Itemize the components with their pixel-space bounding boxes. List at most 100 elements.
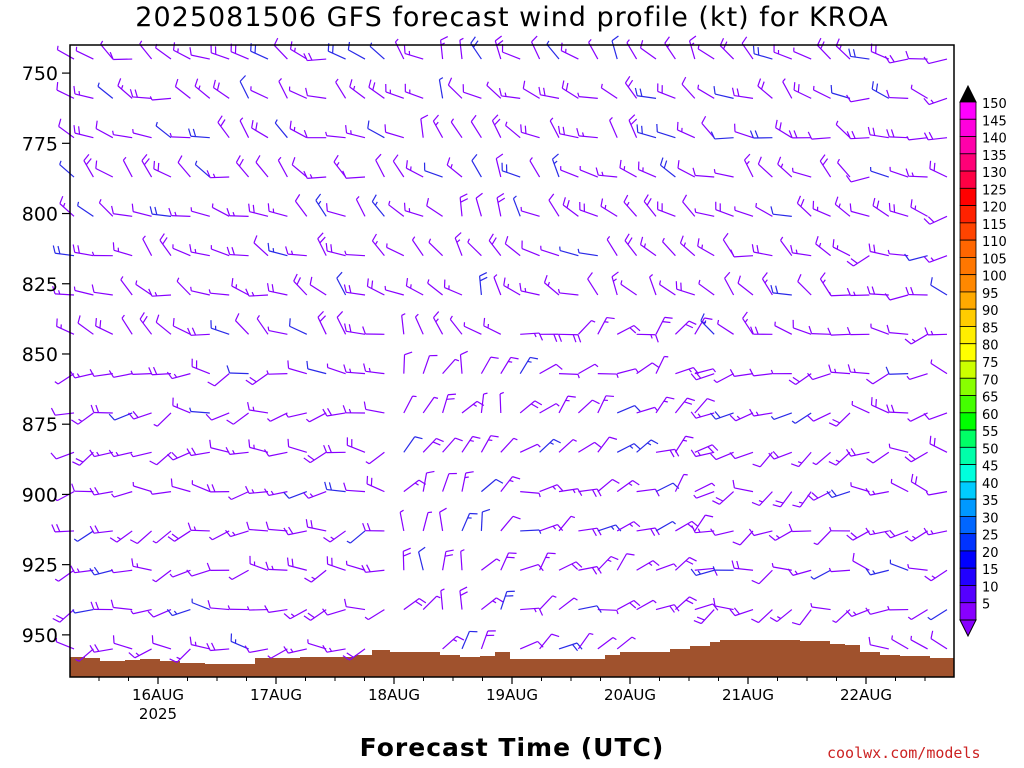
wind-barb bbox=[734, 206, 754, 217]
wind-barb bbox=[172, 317, 191, 335]
barb-shaft bbox=[135, 283, 152, 296]
barb-flag bbox=[349, 79, 353, 88]
y-tick-label: 825 bbox=[22, 274, 58, 296]
barb-flag bbox=[445, 549, 454, 553]
barb-shaft bbox=[521, 248, 540, 257]
barb-flag bbox=[168, 207, 172, 216]
barb-shaft bbox=[694, 398, 708, 414]
barb-shaft bbox=[93, 648, 113, 653]
barb-shaft bbox=[519, 400, 536, 414]
barb-flag bbox=[557, 288, 561, 294]
barb-shaft bbox=[761, 278, 773, 296]
colorbar-label: 135 bbox=[982, 149, 1007, 164]
barb-flag bbox=[486, 81, 489, 86]
wind-barb bbox=[519, 282, 540, 296]
credit-link[interactable]: coolwx.com/models bbox=[827, 744, 981, 762]
barb-flag bbox=[845, 449, 852, 457]
wind-barb bbox=[697, 44, 715, 60]
y-tick-label: 800 bbox=[22, 204, 58, 226]
barb-shaft bbox=[315, 200, 327, 217]
barb-shaft bbox=[617, 368, 636, 375]
wind-barb bbox=[623, 194, 638, 217]
barb-flag bbox=[788, 130, 793, 139]
barb-flag bbox=[303, 53, 308, 61]
barb-flag bbox=[50, 407, 56, 416]
barb-shaft bbox=[579, 209, 599, 217]
barb-shaft bbox=[649, 276, 657, 296]
wind-barb bbox=[267, 326, 288, 335]
wind-barb bbox=[755, 202, 773, 217]
barb-flag bbox=[626, 553, 635, 556]
barb-flag bbox=[152, 579, 157, 583]
wind-barb bbox=[166, 371, 191, 380]
wind-barb bbox=[791, 609, 812, 626]
barb-flag bbox=[697, 238, 700, 247]
barb-shaft bbox=[403, 597, 420, 611]
barb-flag bbox=[635, 368, 639, 373]
barb-shaft bbox=[890, 530, 909, 539]
barb-shaft bbox=[346, 489, 366, 493]
barb-flag bbox=[911, 172, 914, 177]
barb-shaft bbox=[289, 325, 308, 335]
barb-shaft bbox=[724, 277, 735, 296]
x-tick-label: 16AUG bbox=[132, 686, 184, 704]
barb-flag bbox=[687, 397, 696, 402]
wind-barb bbox=[91, 251, 113, 257]
barb-shaft bbox=[694, 317, 706, 335]
wind-barb bbox=[636, 488, 660, 497]
barb-shaft bbox=[176, 648, 191, 663]
wind-barb bbox=[422, 511, 433, 532]
barb-shaft bbox=[77, 412, 94, 425]
barb-shaft bbox=[77, 530, 94, 542]
barb-shaft bbox=[349, 530, 366, 544]
barb-shaft bbox=[700, 320, 715, 335]
barb-flag bbox=[834, 368, 837, 373]
barb-shaft bbox=[55, 412, 75, 416]
wind-barb bbox=[480, 356, 499, 374]
wind-barb bbox=[53, 491, 75, 502]
barb-flag bbox=[120, 276, 124, 281]
barb-shaft bbox=[694, 603, 714, 611]
wind-barb bbox=[479, 272, 488, 296]
wind-barb bbox=[890, 478, 909, 493]
barb-flag bbox=[130, 453, 134, 458]
wind-barb bbox=[828, 291, 851, 297]
barb-shaft bbox=[811, 606, 831, 611]
wind-barb bbox=[780, 236, 793, 257]
barb-shaft bbox=[794, 412, 812, 424]
barb-flag bbox=[538, 529, 542, 534]
barb-shaft bbox=[831, 569, 851, 573]
barb-flag bbox=[634, 405, 641, 412]
colorbar-swatch bbox=[959, 101, 977, 120]
barb-flag bbox=[264, 605, 270, 613]
barb-shaft bbox=[870, 530, 889, 536]
barb-flag bbox=[627, 79, 634, 88]
barb-flag bbox=[249, 376, 257, 383]
barb-flag bbox=[492, 114, 499, 122]
wind-barb bbox=[578, 488, 602, 498]
barb-shaft bbox=[891, 638, 909, 650]
barb-flag bbox=[293, 273, 298, 282]
barb-shaft bbox=[432, 120, 444, 138]
barb-shaft bbox=[694, 567, 714, 571]
wind-barb bbox=[694, 398, 715, 414]
barb-shaft bbox=[191, 602, 211, 611]
wind-barb bbox=[924, 569, 948, 582]
wind-barb bbox=[155, 121, 172, 139]
wind-barb bbox=[910, 84, 928, 99]
wind-barb bbox=[401, 313, 406, 335]
barb-flag bbox=[375, 153, 382, 161]
wind-barb bbox=[306, 360, 327, 375]
barb-flag bbox=[649, 274, 654, 278]
barb-shaft bbox=[695, 211, 715, 217]
barb-shaft bbox=[655, 563, 675, 571]
barb-flag bbox=[616, 373, 619, 379]
barb-shaft bbox=[250, 89, 269, 99]
wind-barb bbox=[122, 156, 133, 178]
barb-flag bbox=[293, 47, 296, 52]
wind-barb bbox=[363, 363, 385, 375]
wind-barb bbox=[108, 370, 133, 378]
wind-barb bbox=[835, 38, 851, 60]
wind-barb bbox=[155, 314, 172, 335]
barb-flag bbox=[265, 561, 269, 570]
